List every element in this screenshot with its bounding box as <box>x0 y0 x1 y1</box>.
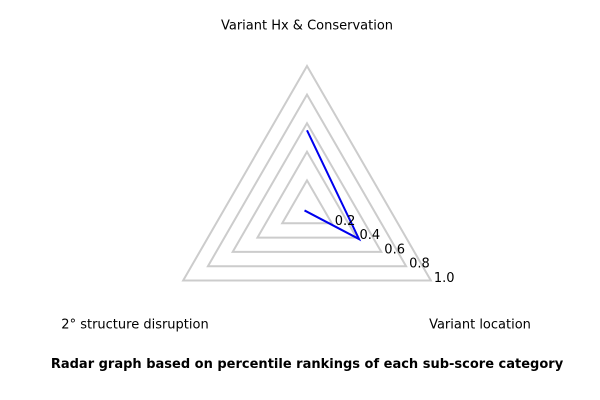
tick-label-1-0: 1.0 <box>434 271 455 286</box>
axis-label-structure-disruption: 2° structure disruption <box>61 318 208 333</box>
grid-ring-4 <box>206 92 408 268</box>
grid-ring-2 <box>255 149 359 239</box>
grid-ring-1 <box>280 178 334 225</box>
tick-label-0-4: 0.4 <box>360 228 381 243</box>
tick-layer: 0.2 0.40.6 0.8 1.0 <box>335 214 455 286</box>
series-layer <box>304 129 362 242</box>
tick-label-0-2: 0.2 <box>335 214 356 229</box>
axis-label-variant-hx: Variant Hx & Conservation <box>221 19 393 34</box>
grid-layer <box>181 63 433 282</box>
grid-ring-3 <box>230 121 384 253</box>
axis-label-layer: Variant Hx & Conservation Variant locatio… <box>61 19 531 333</box>
chart-caption: Radar graph based on percentile rankings… <box>50 357 564 372</box>
grid-ring-5 <box>181 63 433 282</box>
axis-label-variant-location: Variant location <box>429 318 531 333</box>
tick-label-0-6: 0.6 <box>384 242 405 257</box>
tick-label-0-8: 0.8 <box>409 257 430 272</box>
